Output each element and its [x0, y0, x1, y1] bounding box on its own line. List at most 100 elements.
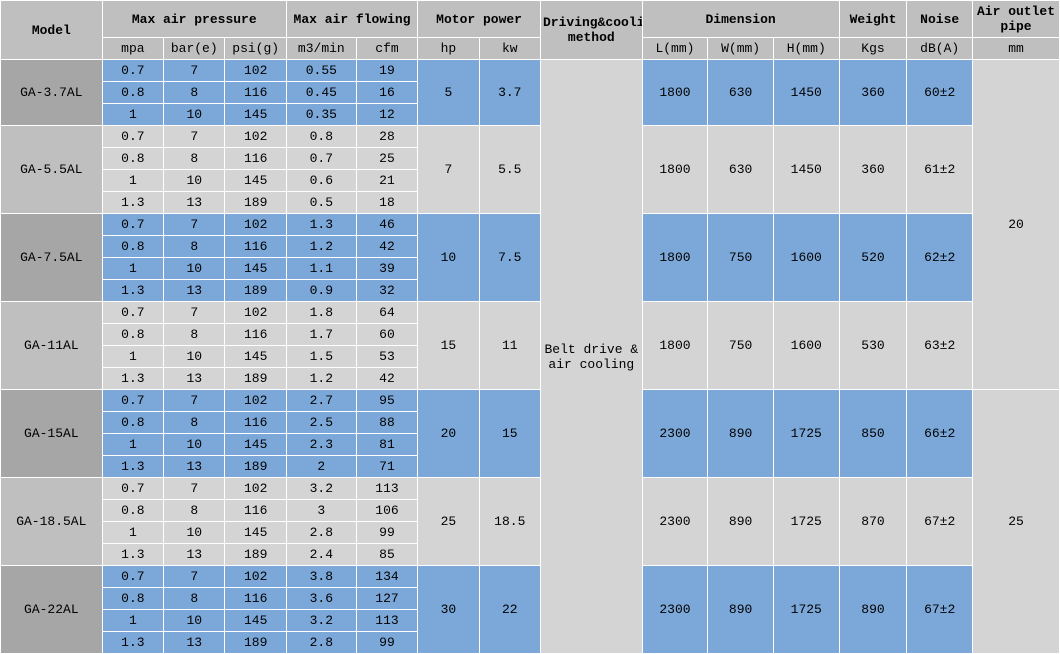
- cell-kgs: 870: [839, 478, 907, 566]
- cell-bar: 8: [164, 412, 225, 434]
- cell-cfm: 85: [356, 544, 417, 566]
- cell-mpa: 1.3: [102, 544, 163, 566]
- cell-psi: 145: [225, 258, 286, 280]
- cell-psi: 102: [225, 566, 286, 588]
- table-row: GA-11AL0.771021.86415111800750160053063±…: [1, 302, 1060, 324]
- cell-h: 1600: [773, 214, 839, 302]
- cell-mpa: 0.8: [102, 236, 163, 258]
- cell-cfm: 106: [356, 500, 417, 522]
- cell-w: 890: [708, 390, 774, 478]
- cell-m3: 1.7: [286, 324, 356, 346]
- sub-kgs: Kgs: [839, 38, 907, 60]
- cell-kw: 22: [479, 566, 540, 654]
- table-row: GA-22AL0.771023.813430222300890172589067…: [1, 566, 1060, 588]
- cell-mpa: 0.8: [102, 148, 163, 170]
- model-cell: GA-18.5AL: [1, 478, 103, 566]
- cell-mpa: 0.8: [102, 588, 163, 610]
- cell-mpa: 0.7: [102, 390, 163, 412]
- hdr-dimension: Dimension: [642, 1, 839, 38]
- cell-kw: 11: [479, 302, 540, 390]
- cell-psi: 189: [225, 544, 286, 566]
- cell-psi: 102: [225, 126, 286, 148]
- cell-kw: 5.5: [479, 126, 540, 214]
- cell-kw: 18.5: [479, 478, 540, 566]
- cell-kgs: 360: [839, 60, 907, 126]
- cell-bar: 8: [164, 148, 225, 170]
- cell-psi: 145: [225, 104, 286, 126]
- table-row: GA-15AL0.771022.79520152300890172585066±…: [1, 390, 1060, 412]
- cell-h: 1725: [773, 390, 839, 478]
- model-cell: GA-7.5AL: [1, 214, 103, 302]
- cell-psi: 102: [225, 478, 286, 500]
- cell-cfm: 42: [356, 368, 417, 390]
- cell-mpa: 0.8: [102, 500, 163, 522]
- cell-psi: 145: [225, 170, 286, 192]
- cell-cfm: 134: [356, 566, 417, 588]
- table-row: GA-3.7AL0.771020.551953.7Belt drive & ai…: [1, 60, 1060, 82]
- cell-bar: 10: [164, 434, 225, 456]
- cell-db: 62±2: [907, 214, 973, 302]
- cell-l: 2300: [642, 478, 708, 566]
- cell-bar: 13: [164, 544, 225, 566]
- cell-h: 1725: [773, 566, 839, 654]
- cell-bar: 10: [164, 610, 225, 632]
- hdr-flow: Max air flowing: [286, 1, 417, 38]
- model-cell: GA-15AL: [1, 390, 103, 478]
- cell-psi: 102: [225, 214, 286, 236]
- cell-cfm: 88: [356, 412, 417, 434]
- cell-mpa: 0.8: [102, 412, 163, 434]
- cell-cfm: 95: [356, 390, 417, 412]
- cell-kgs: 520: [839, 214, 907, 302]
- cell-m3: 2.8: [286, 632, 356, 654]
- cell-psi: 145: [225, 434, 286, 456]
- hdr-pressure: Max air pressure: [102, 1, 286, 38]
- sub-mpa: mpa: [102, 38, 163, 60]
- cell-psi: 189: [225, 192, 286, 214]
- cell-psi: 116: [225, 324, 286, 346]
- cell-bar: 8: [164, 588, 225, 610]
- cell-kgs: 360: [839, 126, 907, 214]
- cell-m3: 2.4: [286, 544, 356, 566]
- cell-mpa: 1.3: [102, 368, 163, 390]
- cell-mpa: 1: [102, 346, 163, 368]
- cell-m3: 1.3: [286, 214, 356, 236]
- model-cell: GA-11AL: [1, 302, 103, 390]
- cell-bar: 13: [164, 368, 225, 390]
- cell-w: 630: [708, 60, 774, 126]
- hdr-motor: Motor power: [418, 1, 541, 38]
- cell-cfm: 18: [356, 192, 417, 214]
- cell-mpa: 1: [102, 610, 163, 632]
- cell-l: 1800: [642, 60, 708, 126]
- cell-cfm: 21: [356, 170, 417, 192]
- cell-psi: 145: [225, 522, 286, 544]
- sub-w: W(mm): [708, 38, 774, 60]
- cell-cfm: 60: [356, 324, 417, 346]
- cell-m3: 1.2: [286, 236, 356, 258]
- cell-mpa: 1: [102, 522, 163, 544]
- cell-psi: 189: [225, 280, 286, 302]
- cell-psi: 102: [225, 60, 286, 82]
- cell-mpa: 0.8: [102, 324, 163, 346]
- cell-cfm: 19: [356, 60, 417, 82]
- cell-bar: 13: [164, 632, 225, 654]
- cell-m3: 3.8: [286, 566, 356, 588]
- cell-mpa: 0.8: [102, 82, 163, 104]
- cell-l: 2300: [642, 566, 708, 654]
- cell-m3: 1.2: [286, 368, 356, 390]
- cell-m3: 2.5: [286, 412, 356, 434]
- cell-cfm: 25: [356, 148, 417, 170]
- cell-db: 63±2: [907, 302, 973, 390]
- cell-hp: 15: [418, 302, 479, 390]
- cell-m3: 0.5: [286, 192, 356, 214]
- cell-w: 630: [708, 126, 774, 214]
- sub-dba: dB(A): [907, 38, 973, 60]
- cell-cfm: 127: [356, 588, 417, 610]
- cell-m3: 2.8: [286, 522, 356, 544]
- table-row: GA-18.5AL0.771023.21132518.5230089017258…: [1, 478, 1060, 500]
- cell-l: 2300: [642, 390, 708, 478]
- cell-bar: 10: [164, 104, 225, 126]
- sub-mm: mm: [973, 38, 1060, 60]
- cell-psi: 145: [225, 346, 286, 368]
- cell-cfm: 12: [356, 104, 417, 126]
- sub-bare: bar(e): [164, 38, 225, 60]
